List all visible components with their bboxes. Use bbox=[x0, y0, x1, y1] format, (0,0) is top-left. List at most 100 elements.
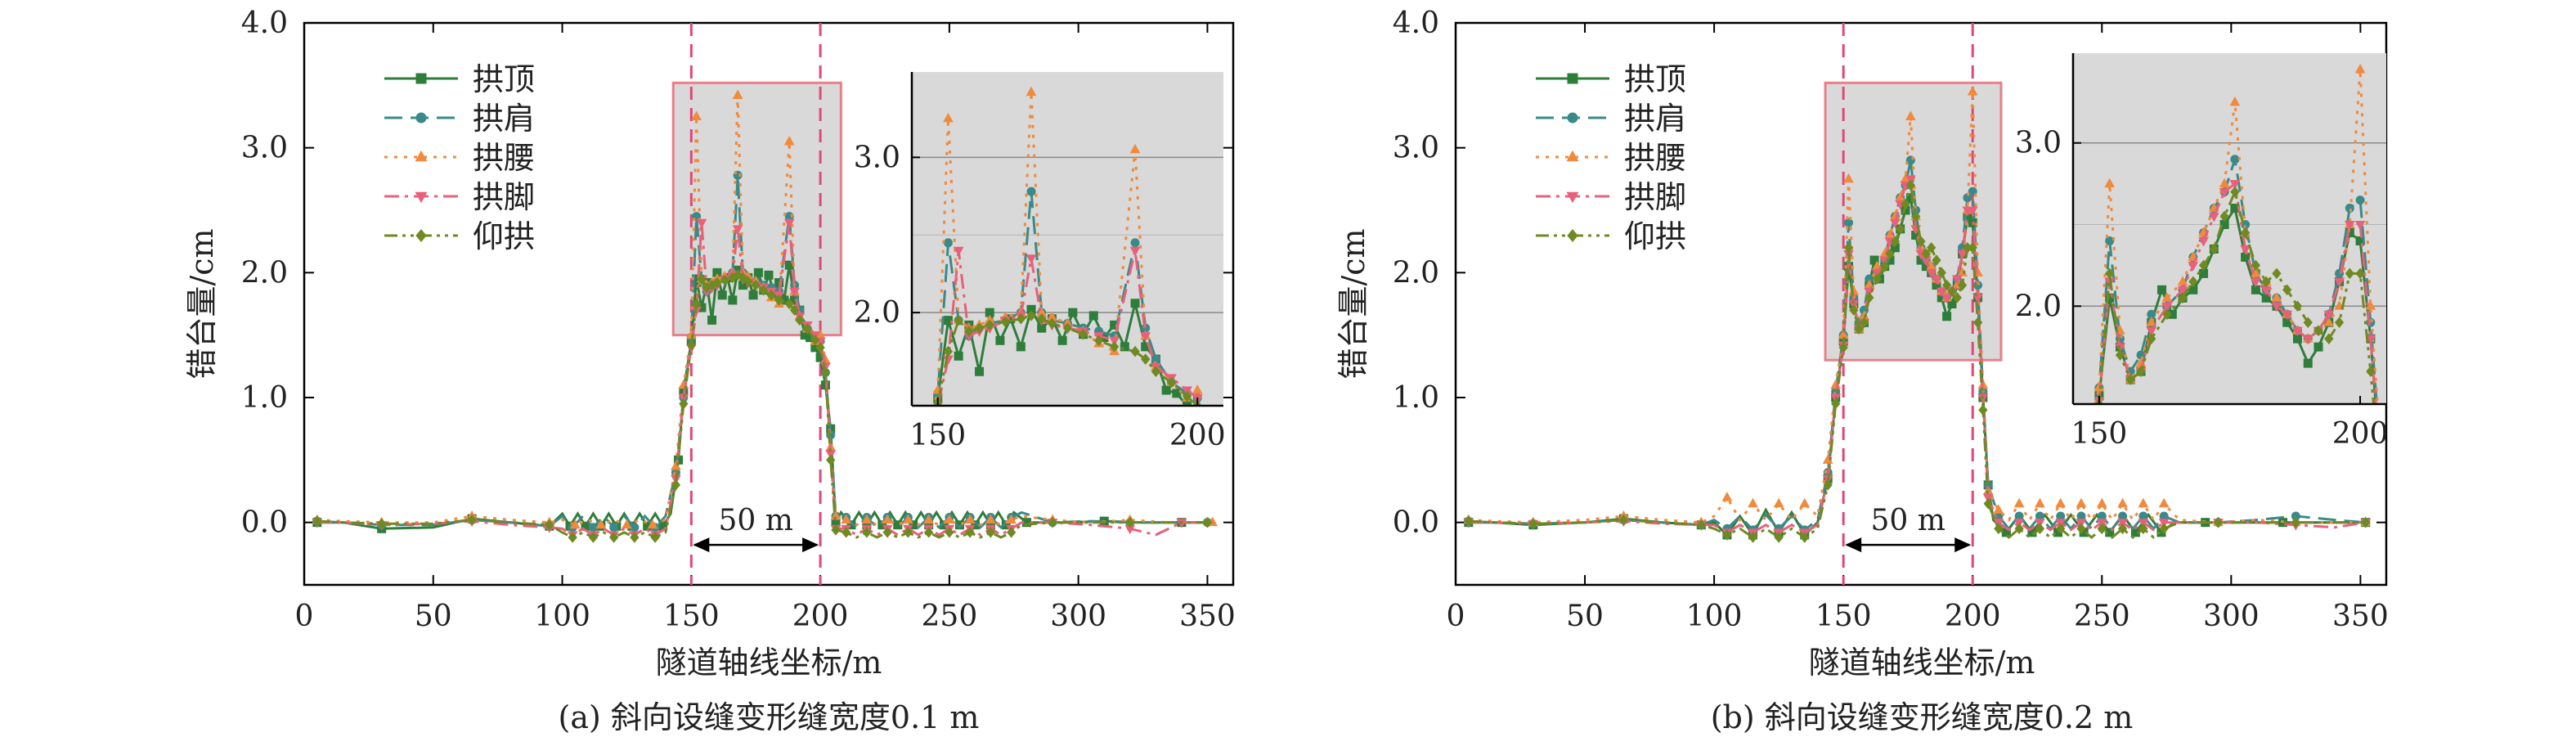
inset-x-tick-label: 150 bbox=[2071, 417, 2128, 451]
inset-series-point bbox=[2219, 188, 2230, 198]
series-point bbox=[1967, 206, 1978, 217]
series-point bbox=[377, 518, 387, 529]
inset-series-point bbox=[2324, 333, 2334, 344]
series-point bbox=[1972, 317, 1983, 329]
inset-y-tick-label: 3.0 bbox=[854, 141, 900, 174]
series-point bbox=[1721, 492, 1733, 501]
series-point bbox=[826, 454, 836, 466]
inset-x-tick-label: 200 bbox=[2332, 417, 2389, 451]
series-point bbox=[1773, 497, 1784, 508]
series-point bbox=[1748, 497, 1758, 508]
series-point bbox=[630, 523, 640, 533]
inset-series-point bbox=[2157, 285, 2167, 294]
inset-series-point bbox=[1129, 246, 1141, 257]
x-tick-label: 200 bbox=[792, 600, 849, 633]
inset-series-point bbox=[2105, 236, 2115, 245]
series-point bbox=[697, 273, 707, 285]
legend-label: 拱腰 bbox=[473, 140, 535, 176]
series-point bbox=[1774, 532, 1784, 543]
series-point bbox=[2361, 516, 2371, 528]
series-point bbox=[595, 519, 607, 529]
series-point bbox=[2213, 516, 2224, 528]
inset-background bbox=[2073, 53, 2386, 404]
inset-series-point bbox=[2115, 349, 2125, 361]
series-point bbox=[312, 515, 322, 527]
inset-series-line-1 bbox=[934, 191, 1201, 406]
series-point bbox=[1885, 248, 1895, 260]
series-point bbox=[944, 514, 955, 524]
series-point bbox=[2014, 523, 2024, 535]
inset-series-point bbox=[954, 351, 963, 361]
inset-series-point bbox=[2271, 302, 2282, 312]
plot-frame bbox=[303, 21, 1235, 586]
series-point bbox=[707, 315, 717, 325]
inset-series-point bbox=[2292, 326, 2303, 337]
x-axis-label: 隧道轴线坐标/m bbox=[656, 645, 882, 681]
x-tick-label: 100 bbox=[534, 600, 590, 633]
inset-series-point bbox=[2354, 63, 2366, 74]
panel-caption: (a) 斜向设缝变形缝宽度0.1 m bbox=[559, 699, 980, 735]
y-tick-label: 0.0 bbox=[241, 506, 288, 540]
chart-panel-a: 0 50 100 150 200 250 300 350 0.0 1.0 2.0 3.0 4.0 隧道轴线… bbox=[184, 7, 1236, 735]
series-point bbox=[1859, 317, 1869, 329]
inset-series-line-4 bbox=[2098, 187, 2375, 404]
inset-series-point bbox=[943, 238, 953, 248]
inset-series-point bbox=[1130, 345, 1140, 357]
inset-series-point bbox=[2240, 227, 2251, 239]
inset-series-point bbox=[1026, 187, 1036, 196]
inset-series-point bbox=[1141, 353, 1151, 365]
legend-marker bbox=[415, 191, 428, 204]
inset-series-point bbox=[2209, 243, 2219, 255]
series-point bbox=[831, 524, 841, 536]
inset-series-point bbox=[2125, 374, 2135, 385]
series-point bbox=[2138, 497, 2149, 508]
inset-series-point bbox=[2229, 180, 2241, 190]
inset-series-point bbox=[2272, 267, 2282, 280]
series-point bbox=[841, 514, 852, 524]
inset-series-point bbox=[2355, 267, 2365, 280]
inset-series-point bbox=[943, 345, 954, 357]
series-point bbox=[2291, 516, 2301, 528]
series-point bbox=[568, 532, 577, 543]
series-point bbox=[841, 527, 851, 538]
series-point bbox=[732, 89, 743, 100]
inset-series-point bbox=[2136, 366, 2146, 377]
series-point bbox=[2117, 523, 2128, 535]
inset-background bbox=[912, 72, 1223, 406]
x-tick-label: 250 bbox=[2074, 600, 2130, 633]
series-point bbox=[1006, 527, 1016, 538]
inset-series-point bbox=[943, 112, 954, 123]
inset-series-point bbox=[2323, 310, 2335, 321]
series-point bbox=[1843, 218, 1853, 227]
inset-series-point bbox=[2282, 310, 2293, 321]
series-point bbox=[1869, 255, 1879, 265]
inset-series-point bbox=[2198, 259, 2209, 272]
inset-series-point bbox=[1130, 238, 1140, 248]
series-point bbox=[810, 334, 820, 346]
series-point bbox=[1926, 268, 1936, 279]
inset-series-point bbox=[1172, 389, 1182, 398]
inset-series-point bbox=[1016, 342, 1025, 352]
span-label: 50 m bbox=[1870, 504, 1945, 537]
x-tick-label: 100 bbox=[1686, 600, 1743, 633]
series-point bbox=[1890, 218, 1901, 229]
series-point bbox=[1931, 275, 1942, 285]
x-tick-label: 150 bbox=[663, 600, 720, 633]
legend-marker bbox=[1567, 112, 1578, 124]
legend-marker bbox=[1567, 73, 1578, 84]
inset-series-line-4 bbox=[936, 314, 1199, 406]
series-point bbox=[1994, 523, 2004, 535]
legend-marker bbox=[1566, 150, 1579, 162]
series-point bbox=[1831, 398, 1841, 410]
series-point bbox=[985, 527, 996, 538]
series-point bbox=[732, 225, 743, 235]
x-tick-label: 350 bbox=[1179, 600, 1236, 633]
series-point bbox=[1048, 516, 1057, 528]
series-line-0 bbox=[316, 264, 1213, 530]
inset-series-point bbox=[2334, 317, 2345, 329]
series-point bbox=[1968, 242, 1977, 254]
y-tick-label: 2.0 bbox=[1393, 256, 1439, 290]
inset-series-line-2 bbox=[932, 92, 1205, 406]
inset-series-point bbox=[1129, 143, 1141, 154]
series-point bbox=[1202, 516, 1213, 528]
